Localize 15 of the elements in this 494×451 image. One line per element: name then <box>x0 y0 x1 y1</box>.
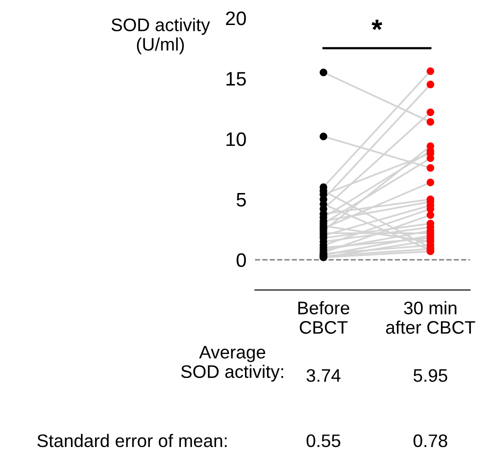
text: 5.95 <box>414 369 448 382</box>
y-tick-label: 10 <box>226 132 246 146</box>
text: 0.55 <box>306 434 340 448</box>
text: 0.78 <box>414 434 448 448</box>
text: Standard error of mean: <box>37 434 227 448</box>
annotation: * <box>372 20 382 30</box>
y-tick-label: 15 <box>226 72 246 86</box>
text: 3.74 <box>306 369 340 382</box>
y-tick-label: 20 <box>226 11 246 26</box>
y-tick-label: 0 <box>236 253 246 268</box>
y-axis-title: SOD activity (U/ml) <box>112 18 210 54</box>
text: Average SOD activity: <box>181 346 284 382</box>
y-tick-label: 5 <box>236 193 246 207</box>
x-tick-label: 30 min after CBCT <box>386 301 476 334</box>
x-tick-label: Before CBCT <box>298 301 350 334</box>
